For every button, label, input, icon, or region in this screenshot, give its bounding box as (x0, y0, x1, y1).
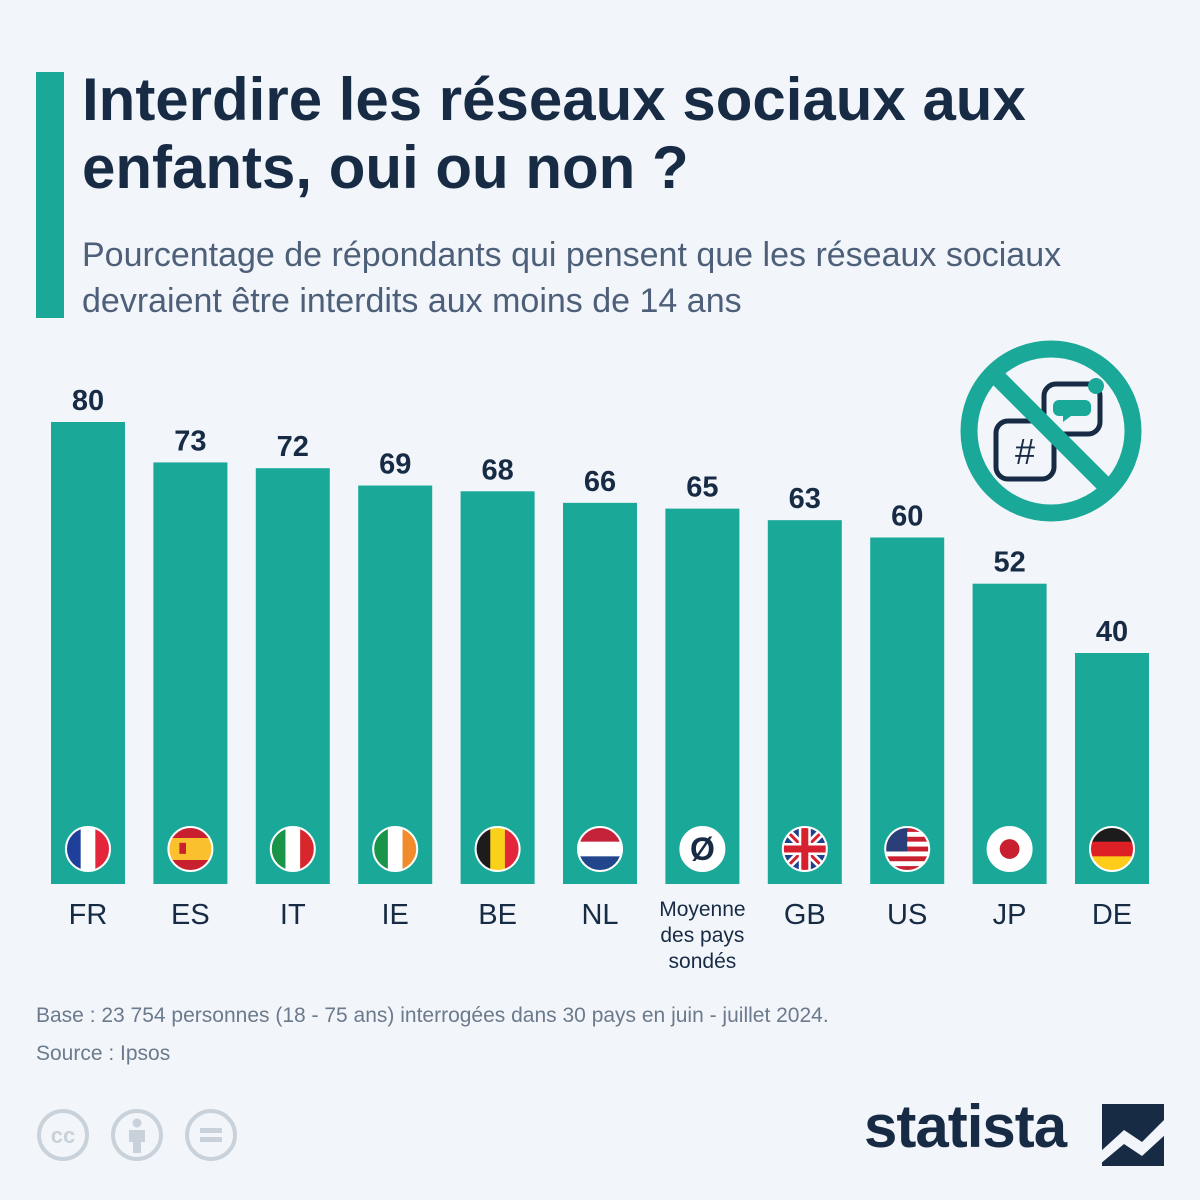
bar-avg (665, 508, 740, 884)
category-label-avg: Moyenne des pays sondés (659, 898, 745, 973)
flag-be-icon (474, 826, 521, 872)
bar-ie (358, 485, 433, 884)
chart-title: Interdire les réseaux sociaux aux enfant… (82, 66, 1026, 201)
bar-gb (767, 520, 842, 884)
bar-fr (51, 422, 125, 884)
flag-es-icon (167, 826, 214, 872)
category-label-fr: FR (69, 899, 108, 931)
value-label-it: 72 (277, 431, 309, 463)
bar-es (153, 462, 228, 884)
category-label-it: IT (280, 899, 306, 931)
no-derivatives-icon[interactable] (184, 1108, 238, 1162)
category-label-de: DE (1092, 899, 1132, 931)
bar-nl (563, 502, 637, 884)
source-note: Source : Ipsos (36, 1042, 171, 1065)
statista-logo-icon[interactable] (1102, 1104, 1164, 1166)
category-label-us: US (887, 899, 927, 931)
average-symbol: Ø (690, 831, 715, 867)
cc-icon[interactable]: cc (36, 1108, 90, 1162)
value-label-nl: 66 (584, 466, 616, 498)
category-label-nl: NL (581, 899, 618, 931)
flag-de-icon (1089, 826, 1135, 872)
category-label-gb: GB (784, 899, 826, 931)
value-label-jp: 52 (993, 547, 1025, 579)
category-label-jp: JP (993, 899, 1027, 931)
bar-be (460, 491, 535, 884)
bar-chart: 80 FR 73 ES 72 IT 69 IE 68 BE 66 NL 65 Ø Moyenne des pa… (51, 385, 1149, 973)
category-label-es: ES (171, 899, 210, 931)
flag-jp-icon (986, 826, 1033, 872)
value-label-avg: 65 (686, 472, 718, 504)
attribution-icon[interactable] (110, 1108, 164, 1162)
flag-us-icon (884, 826, 931, 872)
statista-logo-text[interactable]: statista (864, 1093, 1067, 1160)
flag-it-icon (269, 826, 316, 872)
value-label-us: 60 (891, 501, 923, 533)
flag-gb-icon (781, 826, 828, 872)
category-label-be: BE (478, 899, 517, 931)
flag-ie-icon (372, 826, 419, 872)
flag-fr-icon (65, 826, 111, 872)
no-social-media-icon: # (960, 340, 1142, 522)
svg-text:cc: cc (51, 1123, 75, 1148)
value-label-de: 40 (1096, 616, 1128, 648)
value-label-ie: 69 (379, 449, 411, 481)
value-label-be: 68 (481, 454, 513, 486)
bar-it (255, 468, 330, 884)
category-label-ie: IE (381, 899, 408, 931)
base-note: Base : 23 754 personnes (18 - 75 ans) in… (36, 1004, 829, 1027)
flag-avg-icon: Ø (679, 826, 726, 872)
hashtag-icon: # (1015, 431, 1035, 472)
flag-nl-icon (577, 826, 623, 872)
chart-subtitle: Pourcentage de répondants qui pensent qu… (82, 236, 1062, 320)
title-accent-bar (36, 72, 64, 318)
value-label-fr: 80 (72, 385, 104, 417)
value-label-gb: 63 (789, 483, 821, 515)
value-label-es: 73 (174, 425, 206, 457)
